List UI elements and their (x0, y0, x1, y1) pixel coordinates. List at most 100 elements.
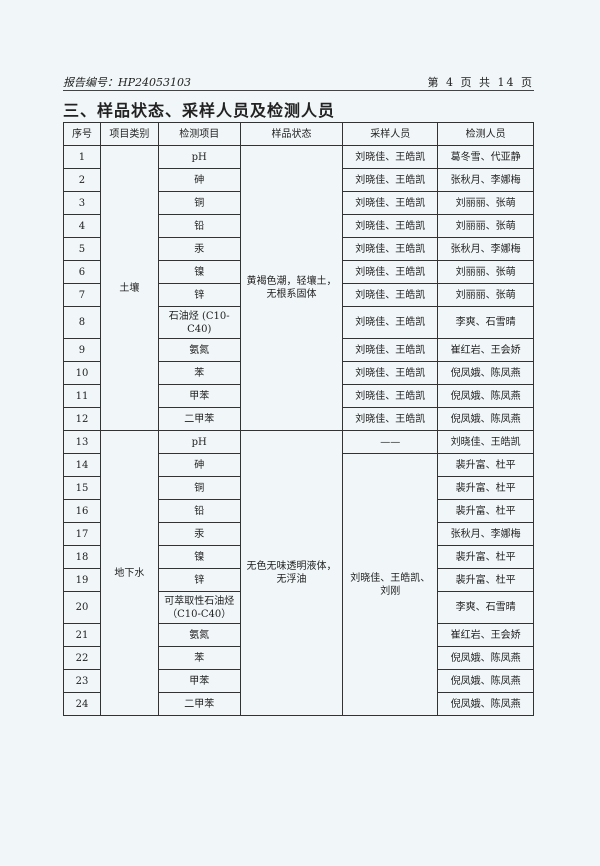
sample-state: 无色无味透明液体，无浮油 (239, 430, 344, 716)
col-header: 样品状态 (239, 122, 344, 146)
col-header: 采样人员 (342, 122, 439, 146)
test-item: 镍 (157, 545, 241, 569)
tester: 倪凤娥、陈凤燕 (437, 646, 534, 670)
test-item: 甲苯 (157, 384, 241, 408)
personnel-table: 序号 项目类别 检测项目 样品状态 采样人员 检测人员 1 土壤 pH 黄褐色潮，轻壤… (63, 122, 534, 716)
tester: 倪凤娥、陈凤燕 (437, 384, 534, 408)
row-number: 2 (63, 168, 101, 192)
tester: 崔红岩、王会娇 (437, 623, 534, 647)
section-title: 三、样品状态、采样人员及检测人员 (63, 101, 336, 120)
row-number: 1 (63, 145, 101, 169)
row-number: 5 (63, 237, 101, 261)
tester: 倪凤娥、陈凤燕 (437, 361, 534, 385)
tester: 张秋月、李娜梅 (437, 168, 534, 192)
table-row: 10 苯 刘晓佳、王皓凯 倪凤娥、陈凤燕 (63, 361, 534, 385)
col-header: 序号 (63, 122, 101, 146)
sampler: 刘晓佳、王皓凯 (342, 361, 439, 385)
col-header: 项目类别 (99, 122, 159, 146)
page-header: 报告编号：HP24053103 第 4 页 共 14 页 (63, 72, 534, 91)
test-item: 二甲苯 (157, 407, 241, 431)
table-row: 9 氨氮 刘晓佳、王皓凯 崔红岩、王会娇 (63, 338, 534, 362)
sampler: —— (342, 430, 439, 454)
test-item: 汞 (157, 522, 241, 546)
tester: 裴升富、杜平 (437, 499, 534, 523)
row-number: 3 (63, 191, 101, 215)
table-row: 17 汞 张秋月、李娜梅 (63, 522, 534, 546)
test-item: 苯 (157, 646, 241, 670)
test-item: pH (157, 145, 241, 169)
row-number: 24 (63, 692, 101, 716)
sampler: 刘晓佳、王皓凯 (342, 145, 439, 169)
test-item: 汞 (157, 237, 241, 261)
row-number: 15 (63, 476, 101, 500)
test-item: 氨氮 (157, 623, 241, 647)
test-item: 石油烃 (C10-C40) (157, 306, 241, 339)
test-item: 铅 (157, 214, 241, 238)
tester: 李爽、石雪晴 (437, 306, 534, 339)
tester: 张秋月、李娜梅 (437, 237, 534, 261)
tester: 刘丽丽、张萌 (437, 260, 534, 284)
row-number: 6 (63, 260, 101, 284)
sampler: 刘晓佳、王皓凯 (342, 283, 439, 307)
tester: 张秋月、李娜梅 (437, 522, 534, 546)
sampler: 刘晓佳、王皓凯 (342, 191, 439, 215)
table-row: 21 氨氮 崔红岩、王会娇 (63, 623, 534, 647)
tester: 崔红岩、王会娇 (437, 338, 534, 362)
row-number: 8 (63, 306, 101, 339)
row-number: 12 (63, 407, 101, 431)
row-number: 14 (63, 453, 101, 477)
row-number: 16 (63, 499, 101, 523)
tester: 倪凤娥、陈凤燕 (437, 669, 534, 693)
test-item: 甲苯 (157, 669, 241, 693)
test-item: 二甲苯 (157, 692, 241, 716)
sample-state: 黄褐色潮，轻壤土，无根系固体 (239, 145, 344, 431)
col-header: 检测项目 (157, 122, 241, 146)
project-category: 地下水 (99, 430, 159, 716)
report-number: 报告编号：HP24053103 (63, 76, 191, 89)
test-item: pH (157, 430, 241, 454)
row-number: 20 (63, 591, 101, 624)
table-row: 13 地下水 pH 无色无味透明液体，无浮油 —— 刘晓佳、王皓凯 (63, 430, 534, 716)
table-row: 19 锌 裴升富、杜平 (63, 568, 534, 592)
test-item: 氨氮 (157, 338, 241, 362)
row-number: 10 (63, 361, 101, 385)
table-row: 24 二甲苯 倪凤娥、陈凤燕 (63, 692, 534, 716)
tester: 裴升富、杜平 (437, 453, 534, 477)
row-number: 22 (63, 646, 101, 670)
tester: 裴升富、杜平 (437, 545, 534, 569)
tester: 李爽、石雪晴 (437, 591, 534, 624)
table-row: 5 汞 刘晓佳、王皓凯 张秋月、李娜梅 (63, 237, 534, 261)
sampler: 刘晓佳、王皓凯 (342, 407, 439, 431)
sampler: 刘晓佳、王皓凯、刘刚 (342, 453, 439, 716)
row-number: 17 (63, 522, 101, 546)
row-number: 7 (63, 283, 101, 307)
test-item: 苯 (157, 361, 241, 385)
row-number: 13 (63, 430, 101, 454)
tester: 刘晓佳、王皓凯 (437, 430, 534, 454)
table-row: 7 锌 刘晓佳、王皓凯 刘丽丽、张萌 (63, 283, 534, 307)
tester: 裴升富、杜平 (437, 476, 534, 500)
row-number: 21 (63, 623, 101, 647)
sampler: 刘晓佳、王皓凯 (342, 260, 439, 284)
table-row: 4 铅 刘晓佳、王皓凯 刘丽丽、张萌 (63, 214, 534, 238)
table-row: 1 土壤 pH 黄褐色潮，轻壤土，无根系固体 刘晓佳、王皓凯 葛冬雪、代亚静 (63, 145, 534, 431)
sampler: 刘晓佳、王皓凯 (342, 306, 439, 339)
test-item: 可萃取性石油烃（C10-C40） (157, 591, 241, 624)
test-item: 砷 (157, 453, 241, 477)
tester: 裴升富、杜平 (437, 568, 534, 592)
row-number: 11 (63, 384, 101, 408)
test-item: 铜 (157, 191, 241, 215)
project-category: 土壤 (99, 145, 159, 431)
col-header: 检测人员 (437, 122, 534, 146)
row-number: 18 (63, 545, 101, 569)
test-item: 镍 (157, 260, 241, 284)
table-header-row: 序号 项目类别 检测项目 样品状态 采样人员 检测人员 (63, 122, 534, 146)
table-row: 22 苯 倪凤娥、陈凤燕 (63, 646, 534, 670)
table-row: 14 砷 刘晓佳、王皓凯、刘刚 裴升富、杜平 (63, 453, 534, 716)
test-item: 锌 (157, 568, 241, 592)
sampler: 刘晓佳、王皓凯 (342, 214, 439, 238)
test-item: 砷 (157, 168, 241, 192)
sampler: 刘晓佳、王皓凯 (342, 168, 439, 192)
row-number: 23 (63, 669, 101, 693)
row-number: 9 (63, 338, 101, 362)
